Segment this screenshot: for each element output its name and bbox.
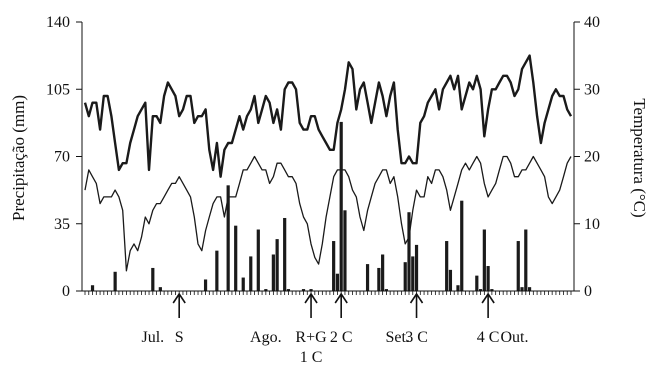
precipitation-bar xyxy=(332,241,336,291)
precipitation-bar xyxy=(215,250,219,291)
event-arrow-icon xyxy=(304,292,318,304)
precipitation-bar xyxy=(90,285,95,291)
month-label: Out. xyxy=(500,329,528,346)
month-label: Ago. xyxy=(250,329,282,346)
precipitation-bar xyxy=(403,262,407,291)
min-temperature-line xyxy=(84,155,572,272)
y-tick-label-right: 0 xyxy=(584,283,592,300)
precipitation-bar xyxy=(520,287,524,291)
event-arrow-icon xyxy=(334,292,348,304)
event-arrow-icon xyxy=(409,292,424,304)
event-label: S xyxy=(175,329,184,346)
axes xyxy=(81,22,575,292)
precipitation-bar xyxy=(527,287,532,291)
y-axis-title-right: Temperatura (°C) xyxy=(630,98,649,217)
y-tick-label-left: 105 xyxy=(46,81,70,98)
precipitation-bar xyxy=(203,279,208,291)
precipitation-bar xyxy=(486,266,490,291)
precipitation-bar xyxy=(381,254,385,291)
event-label: R+G xyxy=(295,329,327,346)
precipitation-bar xyxy=(524,229,528,291)
precipitation-bar xyxy=(151,267,155,291)
event-label-secondary: 1 C xyxy=(300,349,323,366)
precipitation-bar xyxy=(377,267,381,291)
precipitation-bar xyxy=(234,225,238,291)
precipitation-bar xyxy=(460,200,464,291)
y-tick-label-left: 35 xyxy=(54,216,70,233)
event-label: 4 C xyxy=(477,329,500,346)
precipitation-bar xyxy=(309,289,313,291)
precipitation-bar xyxy=(275,239,279,291)
y-tick-label-right: 10 xyxy=(584,216,600,233)
y-tick-label-left: 70 xyxy=(54,149,70,166)
temperature-lines xyxy=(83,54,573,272)
precipitation-bar xyxy=(226,185,230,291)
precipitation-bar xyxy=(445,241,449,291)
precipitation-bar xyxy=(490,289,494,291)
precipitation-bar xyxy=(256,229,260,291)
precipitation-bar xyxy=(407,212,411,291)
precipitation-bar xyxy=(113,271,117,291)
event-arrow-icon xyxy=(481,292,495,304)
precipitation-bar xyxy=(475,275,479,291)
precipitation-bar xyxy=(264,289,268,291)
y-axis-title-left: Precipitação (mm) xyxy=(9,95,28,221)
event-label: 3 C xyxy=(405,329,428,346)
event-label: 2 C xyxy=(330,329,353,346)
precipitation-bar xyxy=(241,277,245,291)
axis-labels: Precipitação (mm) Temperatura (°C) 0 35 70… xyxy=(9,14,649,300)
month-label: Jul. xyxy=(141,329,164,346)
precipitation-bar xyxy=(283,217,287,291)
precipitation-bars xyxy=(90,121,532,292)
precipitation-bar xyxy=(339,121,343,292)
precipitation-bar xyxy=(343,210,347,291)
event-arrow-icon xyxy=(172,292,186,304)
precipitation-bar xyxy=(249,256,253,291)
max-temperature-line xyxy=(83,54,573,178)
month-label: Set. xyxy=(385,329,409,346)
precipitation-bar xyxy=(384,289,388,291)
precipitation-bar xyxy=(516,241,520,291)
y-tick-label-left: 0 xyxy=(62,283,70,300)
precipitation-bar xyxy=(286,289,291,291)
y-tick-label-right: 40 xyxy=(584,14,600,31)
precipitation-bar xyxy=(301,289,306,291)
event-annotations: Jul. Ago. Set. Out. S R+G 1 C 2 C 3 C 4 C xyxy=(141,292,528,366)
precipitation-bar xyxy=(448,269,453,291)
precipitation-bar xyxy=(158,287,162,291)
axis-ticks xyxy=(76,21,580,295)
y-tick-label-right: 30 xyxy=(584,81,600,98)
precipitation-bar xyxy=(411,256,415,291)
precipitation-bar xyxy=(414,244,419,291)
precipitation-bar xyxy=(365,264,370,291)
precipitation-bar xyxy=(482,229,486,291)
precipitation-bar xyxy=(456,285,460,291)
precipitation-bar xyxy=(478,289,483,291)
y-tick-label-left: 140 xyxy=(46,14,70,31)
precipitation-bar xyxy=(271,254,275,291)
precipitation-bar xyxy=(335,273,340,291)
y-tick-label-right: 20 xyxy=(584,149,600,166)
